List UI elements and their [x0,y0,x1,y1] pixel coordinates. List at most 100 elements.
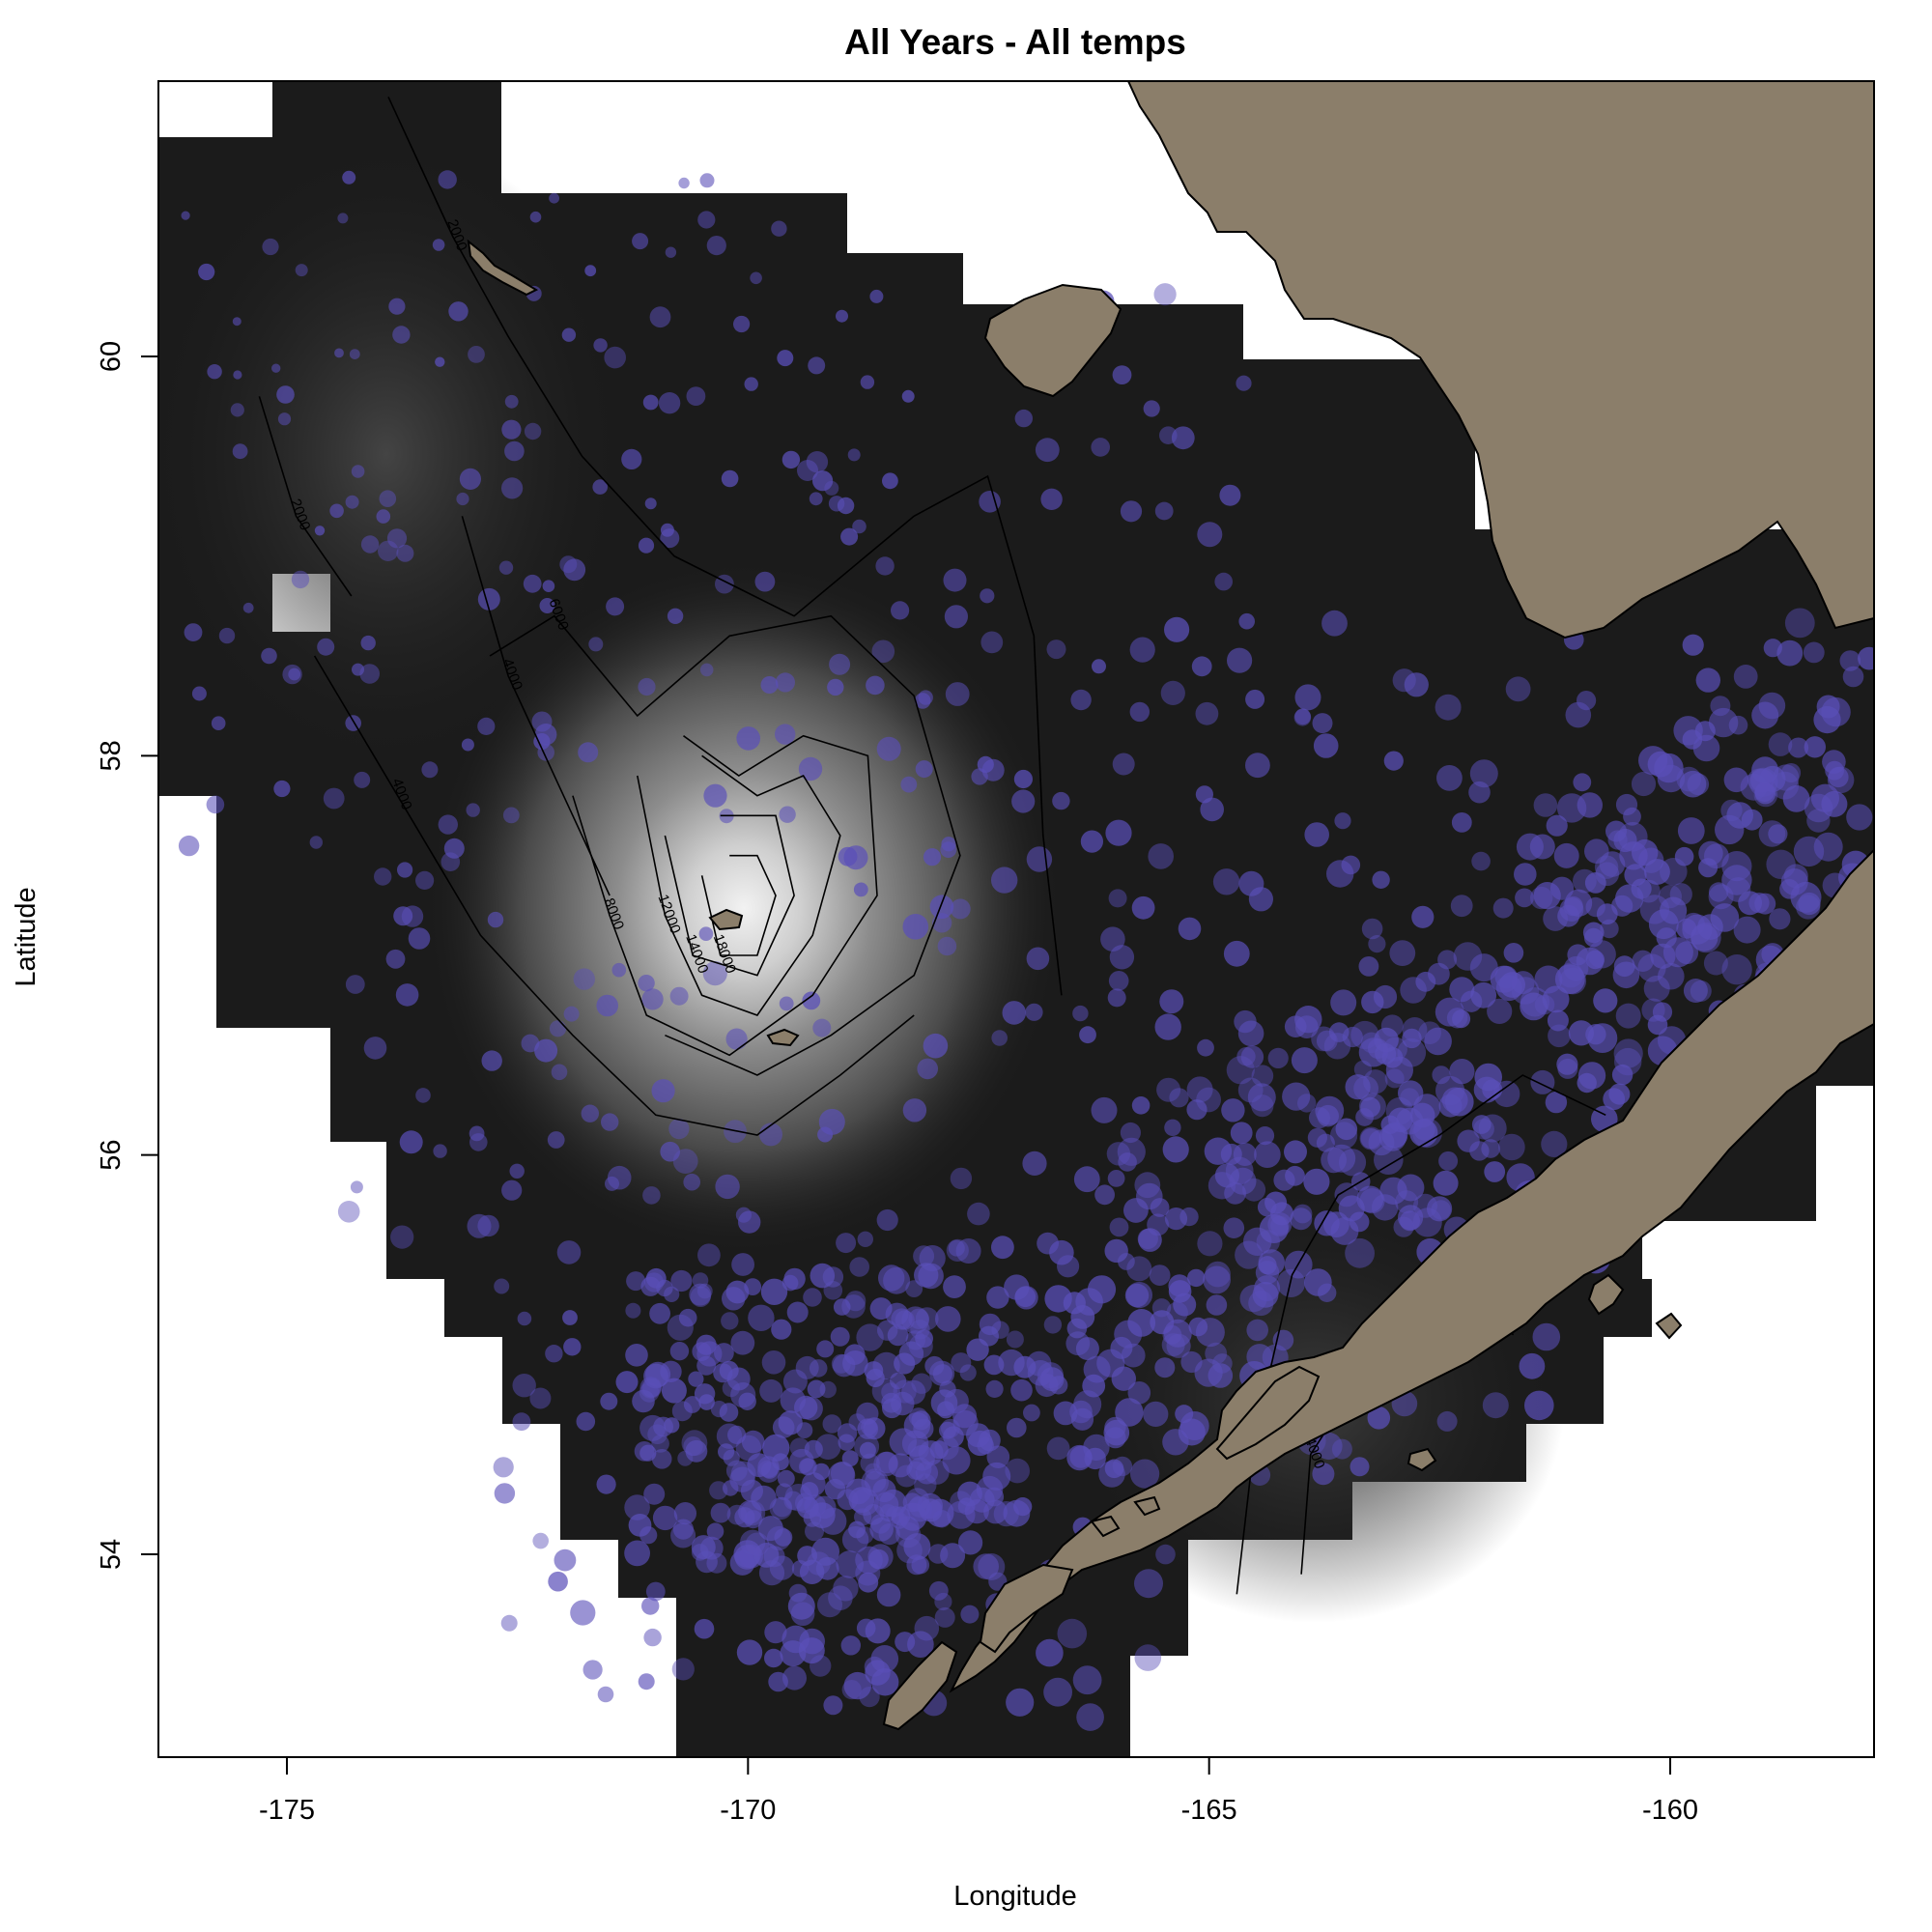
survey-point [539,598,555,613]
land-shumagin-islands [1587,1273,1683,1340]
survey-point [928,1580,949,1601]
survey-point [713,1363,733,1383]
survey-point [744,1278,762,1295]
survey-point [1166,1333,1191,1358]
survey-point [991,867,1018,894]
survey-point [950,1167,973,1190]
survey-point [1361,918,1383,940]
survey-point [1776,639,1804,667]
survey-point [421,761,439,779]
survey-point [1127,1309,1156,1337]
survey-point [827,678,844,696]
survey-point [1733,665,1758,689]
survey-point [1353,1075,1378,1101]
survey-point [493,1457,514,1478]
survey-point [342,170,356,185]
survey-point [207,364,222,380]
survey-point [725,1028,748,1050]
survey-point [1251,1065,1274,1087]
survey-point [779,996,794,1011]
survey-point [638,537,655,554]
survey-point [233,370,242,380]
survey-point [1631,771,1657,797]
survey-point [1197,522,1223,548]
plot-frame [157,80,1875,1758]
survey-point [1013,769,1033,789]
survey-point [1495,975,1522,1002]
survey-point [570,1600,596,1626]
survey-point [1120,1122,1141,1144]
survey-point [876,1208,898,1232]
survey-point [923,1033,949,1059]
x-axis-label: Longitude [953,1881,1076,1912]
survey-point [1695,668,1721,693]
survey-point [218,627,236,644]
survey-point [748,1304,775,1332]
survey-point [735,1435,762,1462]
survey-point [731,1253,754,1276]
survey-point [891,1308,913,1330]
survey-point [798,756,823,781]
survey-point [677,1450,694,1466]
survey-point [408,927,431,950]
survey-point [1037,1362,1064,1389]
survey-point [1108,889,1127,908]
outside-survey-area [1816,1086,1874,1279]
survey-point [601,1113,619,1131]
survey-point [334,348,344,358]
survey-point [1355,1108,1374,1126]
survey-point [376,509,391,524]
survey-point [643,1483,666,1505]
survey-point [1754,893,1776,915]
survey-point [1768,824,1788,844]
survey-point [882,1398,902,1419]
survey-point [399,1130,423,1154]
survey-point [1524,1390,1554,1421]
survey-point [531,711,553,732]
survey-point [524,422,542,440]
survey-point [1412,1208,1442,1237]
survey-point [866,675,885,696]
survey-point [1373,984,1398,1009]
survey-point [1076,1703,1104,1731]
survey-point [1153,283,1177,306]
survey-point [477,587,500,611]
survey-point [1316,1133,1335,1152]
survey-point [991,1030,1008,1046]
survey-point [1151,1298,1172,1318]
survey-point [1754,781,1775,802]
survey-point [1149,1264,1171,1286]
survey-point [1022,1151,1047,1176]
survey-point [502,807,520,824]
survey-point [895,1632,916,1653]
survey-point [669,1342,690,1361]
survey-point [721,1312,739,1330]
survey-point [863,1504,885,1525]
survey-point [547,1131,565,1149]
survey-point [798,1458,816,1476]
survey-point [853,882,868,897]
survey-point [1782,785,1810,812]
survey-point [668,1119,690,1140]
survey-point [1677,817,1705,844]
survey-point [1110,1336,1133,1359]
survey-point [386,528,408,549]
survey-point [844,1344,866,1365]
survey-point [1723,767,1749,793]
survey-point [354,771,371,788]
survey-point [843,1671,871,1700]
outside-survey-area [216,1028,330,1757]
survey-point [477,717,496,736]
survey-point [1180,1350,1203,1374]
survey-point [1341,855,1361,875]
survey-point [699,173,715,188]
survey-point [1613,828,1637,853]
survey-point [262,238,279,256]
survey-point [295,264,308,277]
survey-point [632,233,649,250]
survey-point [1587,1023,1618,1053]
survey-point [504,394,519,409]
survey-point [1350,1457,1370,1477]
survey-point [833,1298,851,1316]
survey-point [487,911,504,928]
